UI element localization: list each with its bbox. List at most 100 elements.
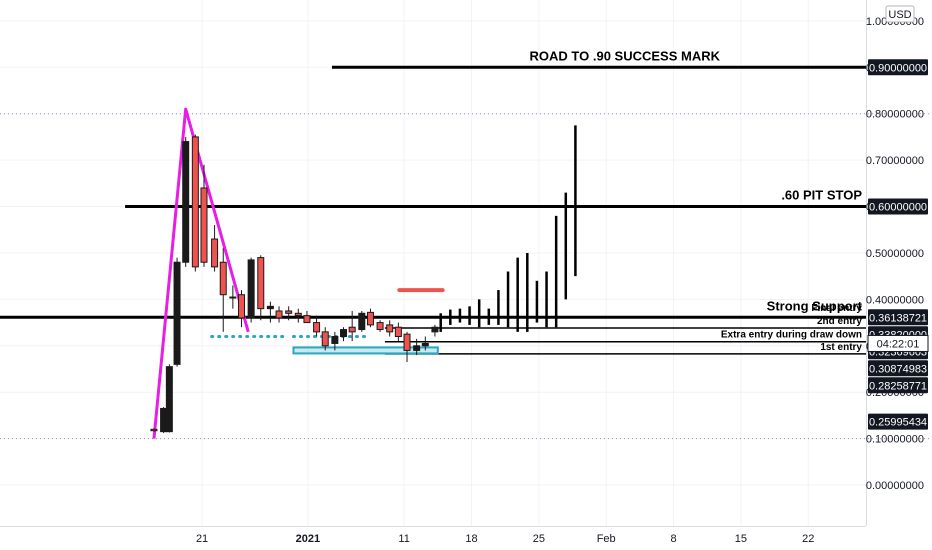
horizontal-level-lines[interactable]	[0, 65, 866, 355]
candle-body	[294, 312, 302, 317]
tag-label: 0.28258771	[869, 380, 927, 392]
candle-body	[431, 326, 439, 333]
candle-body	[403, 333, 411, 351]
candle-body	[257, 257, 265, 310]
candle-body	[386, 324, 394, 333]
candle-body	[413, 345, 421, 351]
level-annotation: Extra entry during draw down	[721, 330, 862, 341]
candle-body	[247, 259, 255, 319]
time-tick-label: 18	[465, 533, 477, 545]
time-tick-label: 25	[533, 533, 545, 545]
candle-body	[275, 310, 283, 319]
candle-body	[200, 187, 208, 263]
candle-body	[229, 296, 237, 299]
time-axis[interactable]: 21 2021 11 18 25 Feb 8 15 22	[196, 533, 814, 545]
time-tick-label: 21	[196, 533, 208, 545]
candle-body	[160, 407, 168, 433]
candle-body	[303, 315, 311, 324]
tag-label: 0.36138721	[869, 312, 927, 324]
candle-body	[238, 294, 246, 319]
tag-label: 0.60000000	[869, 202, 927, 214]
candle-body	[219, 261, 227, 296]
candle	[219, 248, 227, 332]
candle-body	[285, 310, 293, 314]
candle-body	[348, 326, 356, 333]
candle	[160, 407, 168, 434]
candle	[413, 338, 421, 356]
level-annotation: .60 PIT STOP	[781, 188, 862, 203]
price-tick-label: 0.10000000	[866, 434, 924, 446]
candle-body	[376, 322, 384, 331]
tag-box	[868, 360, 928, 377]
countdown-label: 04:22:01	[877, 338, 920, 350]
candle-body	[266, 305, 274, 310]
time-tick-label: 2021	[296, 533, 320, 545]
candle	[266, 301, 274, 323]
candle	[238, 290, 246, 328]
candle	[294, 308, 302, 323]
candle	[331, 331, 339, 351]
candle	[285, 306, 293, 321]
price-axis-tags: 0.900000000.600000000.361387210.33820000…	[867, 59, 929, 430]
tag-box	[868, 59, 928, 76]
candle	[257, 255, 265, 321]
tag-box	[868, 413, 928, 430]
price-tag-low: 0.25995434	[868, 413, 928, 430]
time-tick-label: 8	[670, 533, 676, 545]
level-annotation: Strong Support	[767, 298, 863, 313]
tag-label: 0.25995434	[869, 417, 927, 429]
candle-body	[173, 261, 181, 365]
candle	[247, 257, 255, 323]
time-tick-label: 22	[802, 533, 814, 545]
tag-box	[868, 377, 928, 394]
candlestick-series	[150, 134, 439, 434]
level-annotations: ROAD TO .90 SUCCESS MARK .60 PIT STOP Stro…	[530, 48, 863, 353]
tag-label: 0.30874983	[869, 363, 927, 375]
candle	[191, 134, 199, 272]
candle	[358, 310, 366, 332]
candle-body	[366, 311, 374, 326]
grid-lines	[0, 0, 932, 526]
level-annotation: Final entry	[811, 303, 862, 314]
candle-body	[331, 335, 339, 344]
tag-label: 0.90000000	[869, 62, 927, 74]
level-annotation: 1st entry	[820, 342, 862, 353]
magenta-trend-path[interactable]	[152, 107, 250, 439]
candle	[376, 320, 384, 332]
candle-body	[340, 329, 348, 337]
candle	[394, 322, 402, 342]
candle	[229, 285, 237, 309]
candle	[340, 327, 348, 342]
level-price-tag: 0.60000000	[868, 198, 928, 215]
level-price-tag: 0.36138721	[868, 309, 928, 326]
candle	[366, 308, 374, 328]
candle	[150, 428, 158, 432]
candle	[303, 310, 311, 324]
currency-badge[interactable]: USD	[885, 5, 915, 23]
candle	[165, 364, 173, 433]
level-annotation: ROAD TO .90 SUCCESS MARK	[530, 48, 721, 63]
tag-box	[868, 198, 928, 215]
candle-body	[182, 141, 190, 263]
countdown-box	[867, 334, 929, 352]
projection-bars	[439, 125, 577, 332]
price-tick-label: 0.80000000	[866, 109, 924, 121]
level-price-tag: 0.28258771	[868, 377, 928, 394]
time-tick-label: 15	[735, 533, 747, 545]
drawing-overlays[interactable]	[152, 107, 445, 439]
candle	[431, 324, 439, 337]
tag-box	[868, 309, 928, 326]
level-price-tag: 0.90000000	[868, 59, 928, 76]
candle	[313, 315, 321, 337]
candle-body	[358, 312, 366, 331]
candle-body	[321, 331, 329, 347]
candle	[348, 310, 356, 342]
candle	[275, 306, 283, 323]
teal-range-box[interactable]	[292, 346, 439, 355]
time-tick-label: 11	[398, 533, 409, 545]
candle	[321, 327, 329, 351]
currency-badge-label: USD	[888, 9, 911, 21]
candle-body	[313, 322, 321, 333]
